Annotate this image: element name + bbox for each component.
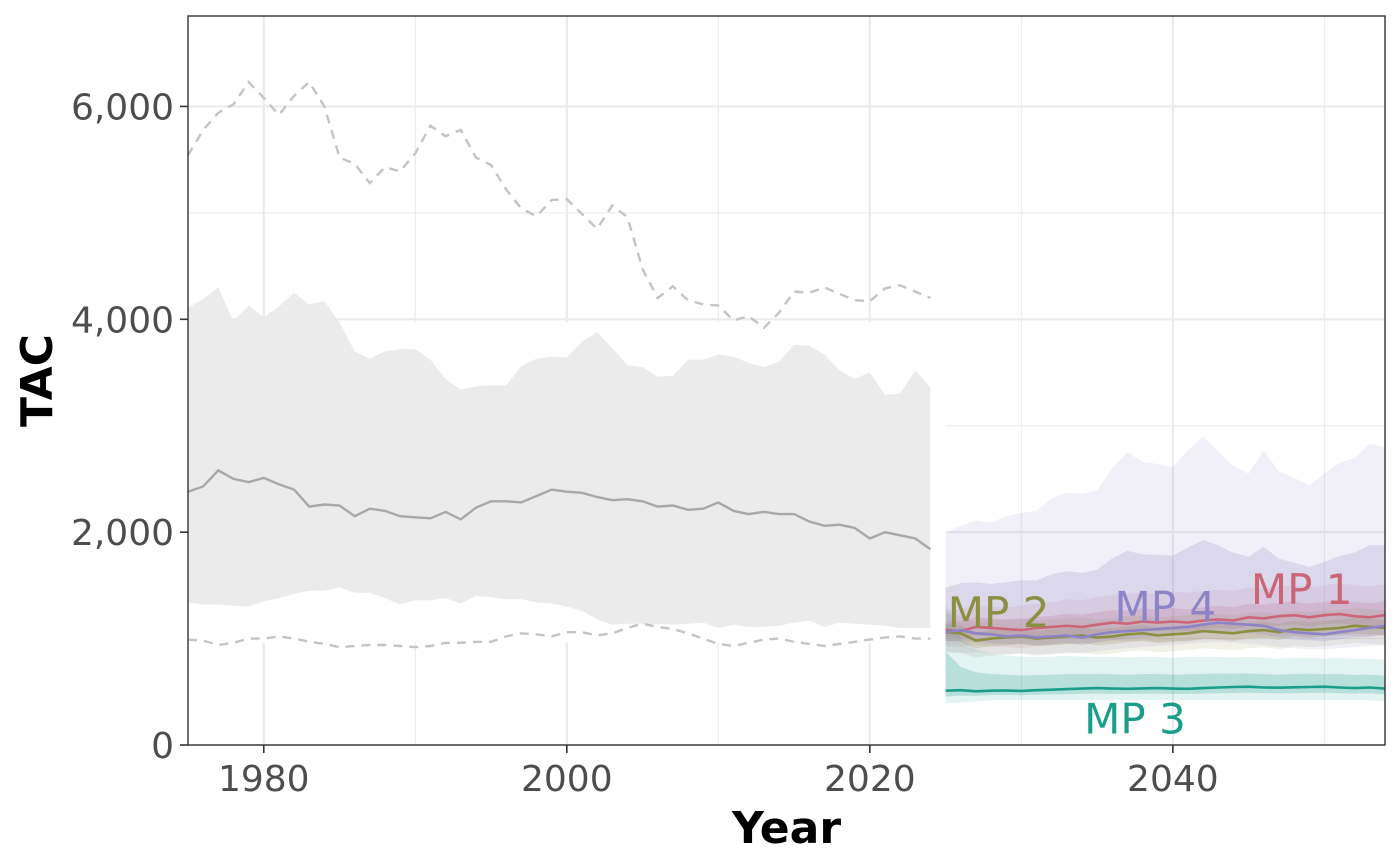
mp-4-label: MP 4	[1114, 583, 1216, 632]
projection-layer	[945, 436, 1386, 704]
mp-3-median-line	[945, 685, 1386, 693]
historical-lower-dashed-line	[187, 622, 931, 649]
mp-2-outer-band	[945, 607, 1385, 658]
x-tick-label: 2000	[521, 759, 613, 800]
mp-1-inner-band	[945, 600, 1385, 639]
mp-3-outer-band	[945, 603, 1385, 704]
y-tick-label: 2,000	[71, 513, 174, 554]
historical-layer	[173, 80, 946, 649]
mp-1-median-line	[945, 612, 1386, 633]
mp-1-label: MP 1	[1251, 565, 1353, 614]
mp-4-median-line	[945, 621, 1386, 639]
axes: 0 2,000 4,000 6,000 1980 2000 2020 2040	[71, 87, 1219, 800]
x-tick-label: 1980	[218, 759, 310, 800]
mp-2-inner-band	[945, 617, 1385, 649]
x-tick-label: 2040	[1127, 759, 1219, 800]
mp-3-label: MP 3	[1084, 694, 1186, 743]
x-axis-title: Year	[731, 803, 841, 854]
x-tick-label: 2020	[824, 759, 916, 800]
mp-2-label: MP 2	[948, 588, 1050, 637]
mp-4-inner-band	[945, 540, 1385, 646]
y-tick-label: 4,000	[71, 300, 174, 341]
historical-band	[188, 287, 931, 628]
y-tick-label: 6,000	[71, 87, 174, 128]
y-tick-label: 0	[151, 726, 174, 767]
historical-median-line	[187, 468, 932, 551]
mp-3-inner-band	[945, 651, 1385, 697]
mp-4-outer-band	[945, 436, 1385, 655]
series-labels: MP 1 MP 2 MP 3 MP 4	[948, 565, 1353, 743]
y-axis-title: TAC	[12, 334, 63, 427]
plot-panel-border	[187, 15, 1386, 746]
